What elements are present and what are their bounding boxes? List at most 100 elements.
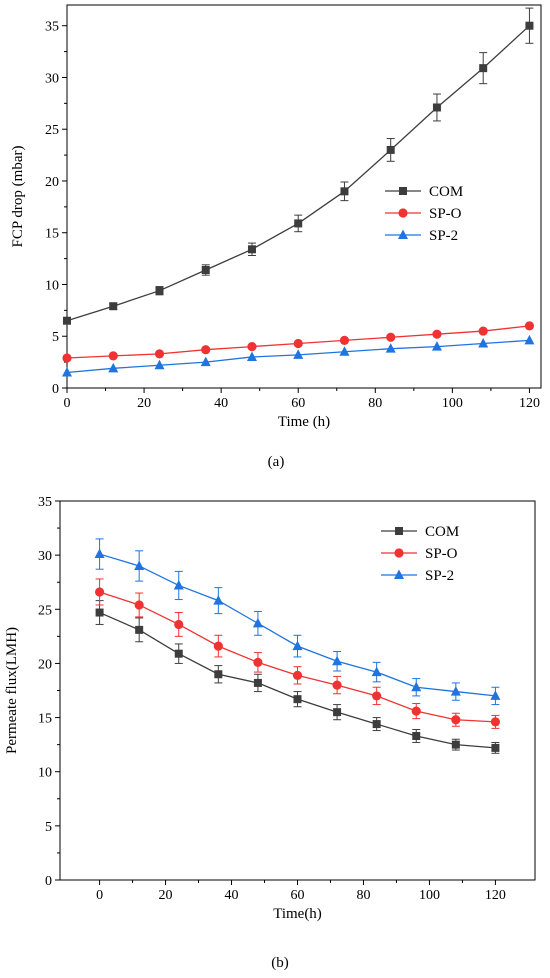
data-point-sp-o [154, 349, 165, 359]
chart-panel-b: 0 20 40 60 80 100 120 0 5 10 15 20 25 30 35 Time(h) Perm… [4, 495, 536, 922]
y-axis-label: Permeate flux(LMH) [4, 627, 20, 754]
data-point-sp-o [478, 326, 488, 336]
x-tick-label: 20 [137, 396, 151, 411]
data-point-com [293, 695, 302, 704]
data-point-sp-o [134, 600, 144, 610]
legend-label: COM [425, 524, 459, 540]
data-point-sp-2 [450, 686, 461, 696]
legend-entry-sp-2: SP-2 [381, 568, 454, 584]
y-tick-label: 30 [45, 71, 59, 86]
x-tick-label: 40 [225, 888, 239, 903]
x-tick-label: 20 [159, 888, 173, 903]
data-point-com [201, 265, 210, 274]
legend-marker [394, 569, 404, 579]
y-tick-label: 20 [45, 175, 59, 190]
data-point-sp-2 [62, 366, 72, 377]
data-point-com [479, 64, 488, 73]
legend-label: SP-2 [425, 568, 454, 584]
data-point-sp-o [213, 641, 223, 651]
panel-label-b: (b) [271, 955, 289, 971]
x-tick-label: 80 [356, 888, 370, 903]
data-point-com [333, 708, 342, 717]
x-tick-label: 80 [368, 396, 382, 411]
series-sp-2 [62, 334, 535, 377]
data-point-com [174, 649, 183, 658]
data-point-sp-o [432, 329, 442, 339]
data-point-sp-2 [293, 349, 304, 359]
data-point-com [412, 731, 421, 740]
y-tick-label: 25 [45, 123, 59, 138]
data-point-sp-o [292, 670, 303, 680]
data-point-sp-2 [431, 341, 442, 351]
y-tick-label: 15 [38, 712, 52, 727]
x-tick-label: 120 [485, 888, 506, 903]
data-point-sp-2 [94, 548, 105, 559]
data-point-sp-2 [478, 337, 489, 348]
data-point-sp-2 [490, 690, 501, 700]
data-point-sp-2 [411, 681, 422, 692]
y-tick-label: 20 [38, 657, 52, 672]
y-tick-label: 0 [45, 874, 52, 889]
x-tick-label: 120 [519, 396, 540, 411]
legend-marker [395, 527, 403, 535]
data-point-com [432, 103, 441, 112]
x-tick-label: 100 [442, 396, 463, 411]
data-point-sp-2 [200, 356, 211, 367]
x-tick-label: 0 [96, 888, 103, 903]
data-point-com [451, 740, 460, 749]
legend-label: SP-O [425, 546, 458, 562]
data-point-sp-o [490, 717, 501, 727]
data-point-sp-o [174, 619, 184, 630]
data-point-sp-2 [524, 334, 535, 345]
plot-frame [59, 500, 536, 881]
data-point-com [294, 219, 303, 228]
x-tick-label: 100 [419, 888, 440, 903]
series-sp-2 [94, 538, 501, 706]
legend-marker [394, 548, 404, 558]
data-point-com [386, 145, 395, 154]
legend-label: SP-O [429, 206, 462, 222]
y-axis-label: FCP drop (mbar) [10, 146, 26, 248]
x-tick-label: 60 [291, 888, 305, 903]
legend-entry-sp-o: SP-O [385, 206, 462, 222]
data-point-sp-o [253, 657, 263, 667]
legend-marker [399, 187, 407, 195]
data-point-sp-2 [371, 666, 382, 677]
x-axis-label: Time(h) [273, 906, 322, 922]
data-point-com [372, 720, 381, 729]
data-point-sp-2 [246, 351, 257, 361]
data-point-com [253, 678, 262, 687]
data-point-com [491, 743, 500, 752]
legend-entry-com: COM [381, 524, 459, 540]
data-point-com [155, 286, 164, 295]
data-point-sp-2 [154, 359, 165, 370]
legend-label: SP-2 [429, 228, 458, 244]
y-tick-label: 5 [52, 330, 59, 345]
series-com [95, 600, 500, 754]
panel-label-a: (a) [268, 454, 285, 470]
x-axis-label: Time (h) [278, 414, 330, 430]
data-point-sp-o [62, 353, 72, 363]
data-point-com [63, 316, 71, 325]
series-sp-o [94, 578, 501, 729]
chart-panel-a: 0 20 40 60 80 100 120 0 5 10 15 20 25 30 35 Time (h) FCP… [10, 4, 542, 430]
series-sp-o [62, 321, 535, 363]
y-tick-label: 35 [45, 20, 59, 35]
data-point-sp-2 [173, 579, 184, 590]
data-point-sp-o [339, 335, 350, 345]
y-tick-label: 15 [45, 227, 59, 242]
data-point-sp-2 [292, 640, 303, 651]
data-point-sp-2 [332, 655, 343, 666]
data-point-sp-o [293, 338, 303, 349]
legend-label: COM [429, 184, 463, 200]
x-tick-label: 60 [291, 396, 305, 411]
legend-marker [398, 208, 408, 218]
x-tick-label: 40 [214, 396, 228, 411]
data-point-sp-2 [213, 595, 224, 605]
data-point-sp-2 [385, 343, 396, 353]
data-point-com [95, 608, 104, 617]
data-point-sp-2 [252, 617, 263, 628]
data-point-sp-o [94, 587, 105, 597]
data-point-sp-o [332, 680, 342, 690]
